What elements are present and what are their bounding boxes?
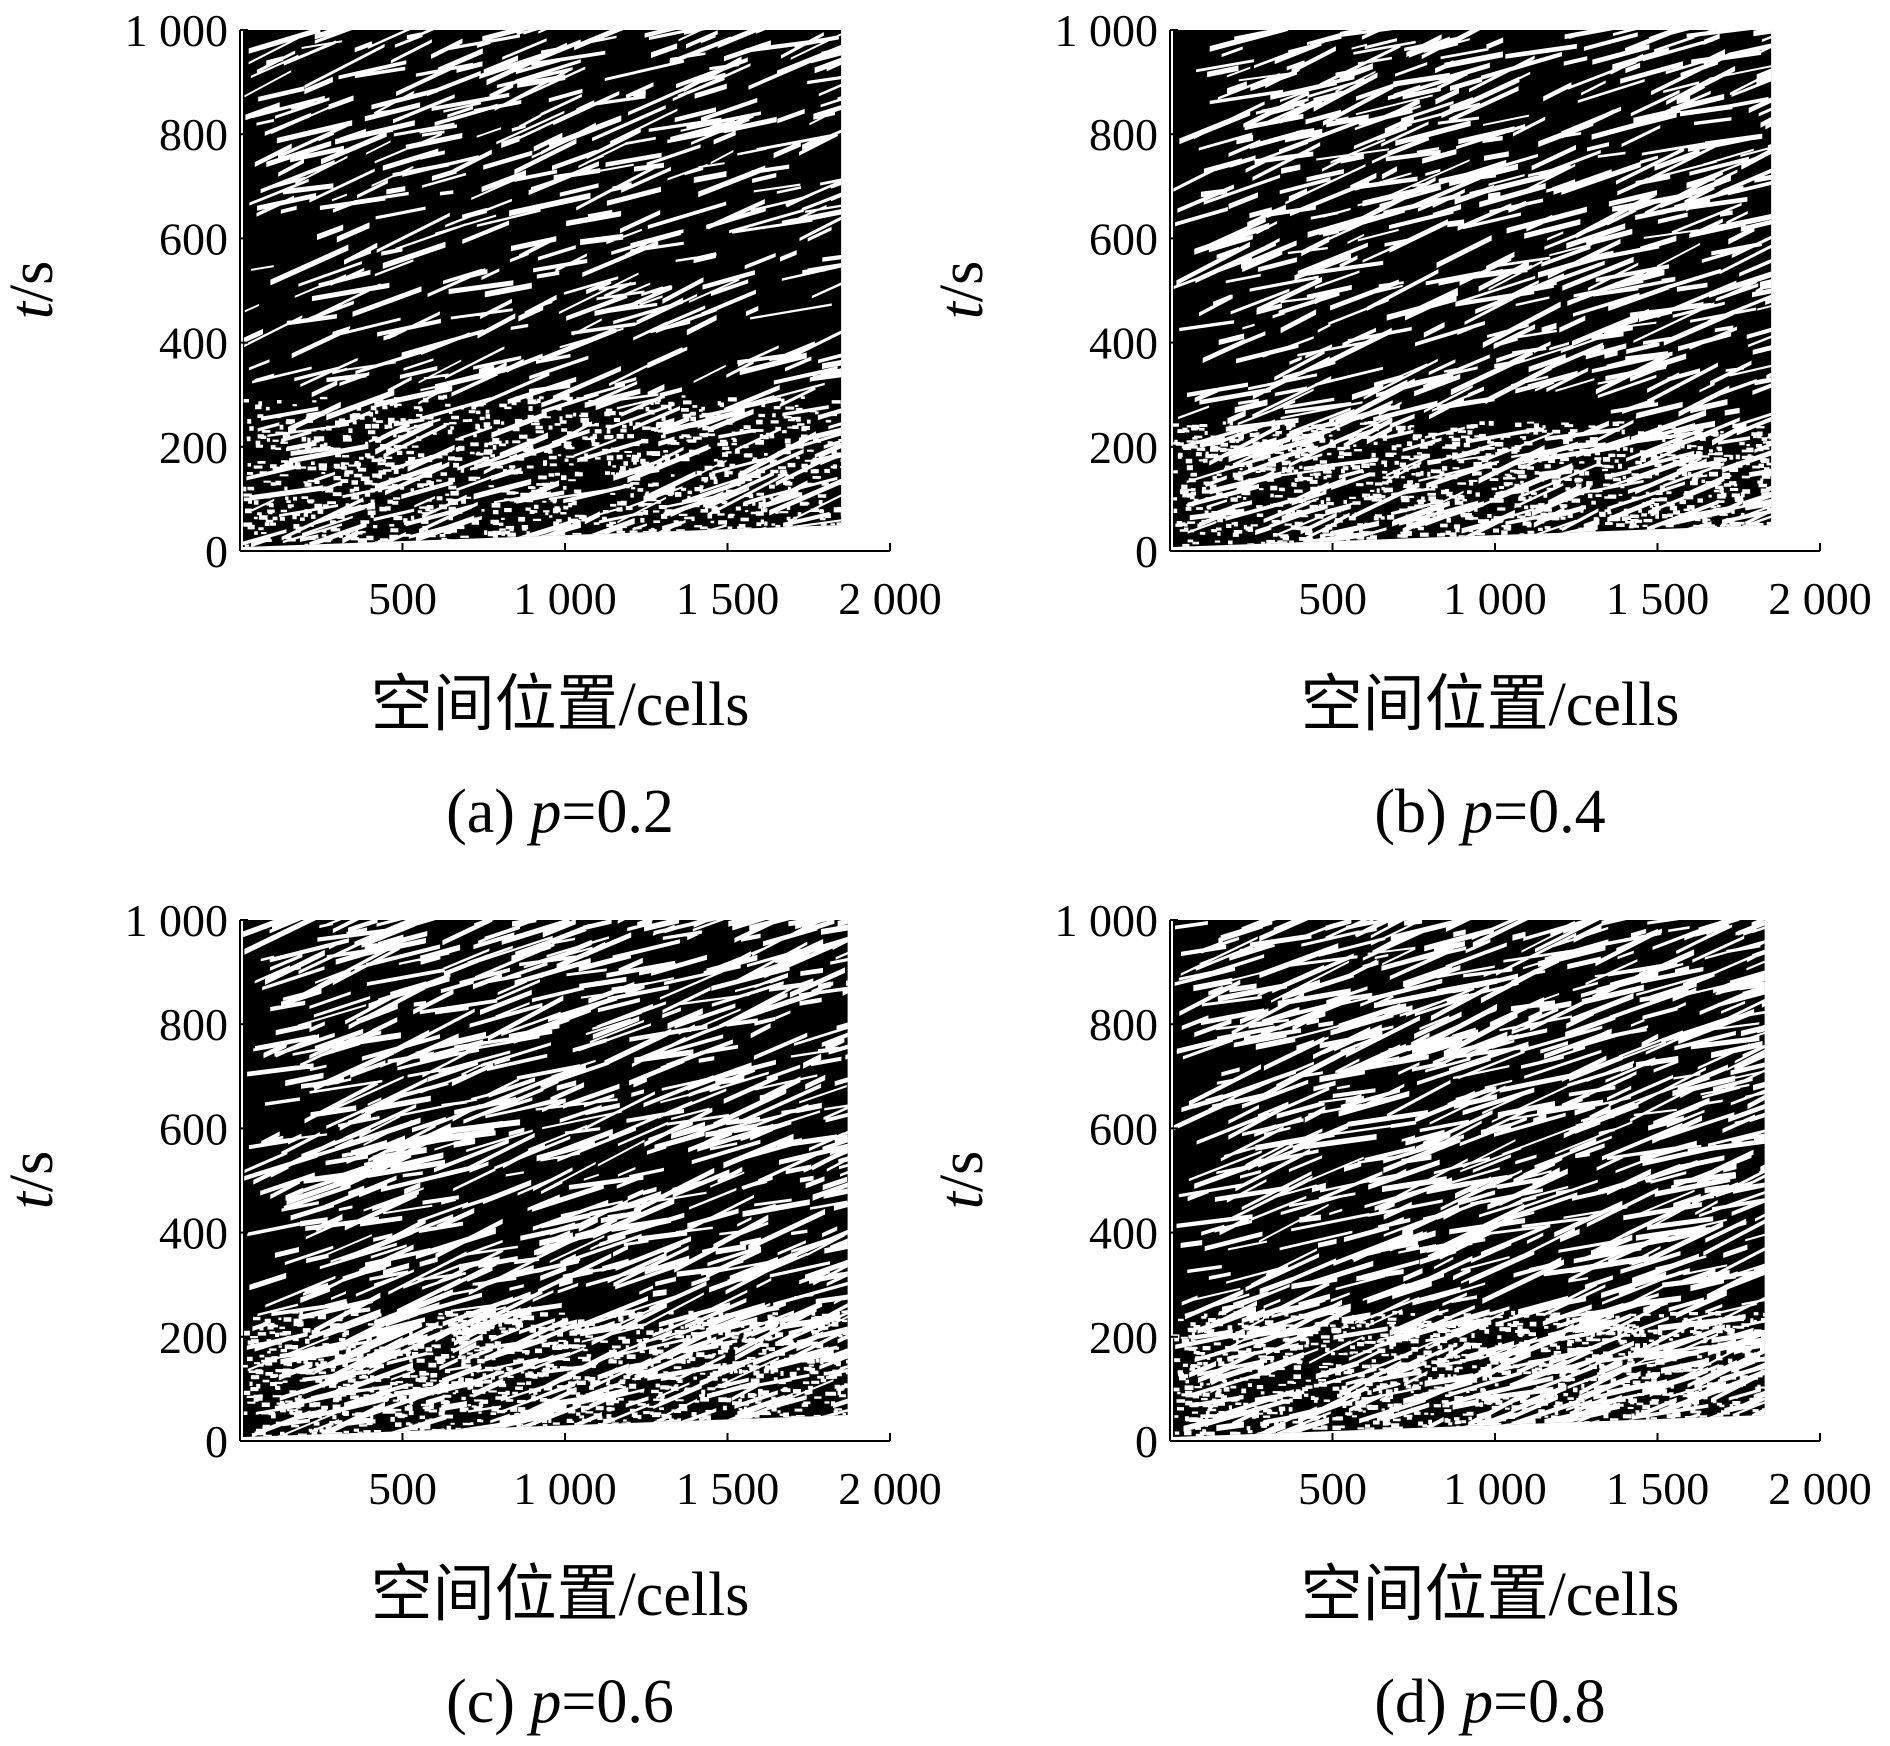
caption-prefix: (a)	[446, 778, 530, 846]
y-tick-label: 800	[1089, 109, 1158, 160]
panel-d: 500 1 000 1 500 2 000 0 200 400 600 800 1 000 空间位置…	[928, 895, 1872, 1736]
y-axis-label-var: t	[928, 300, 996, 319]
x-axis-label: 空间位置/cells	[1301, 671, 1680, 739]
x-tick-label: 1 500	[1606, 573, 1710, 624]
spacetime-pattern	[243, 920, 848, 1437]
x-tick-label: 1 000	[1443, 573, 1547, 624]
y-tick-label: 400	[159, 1208, 228, 1259]
y-tick-label: 600	[159, 1103, 228, 1154]
panel-c: 500 1 000 1 500 2 000 0 200 400 600 800 1 000 空间位置…	[0, 895, 942, 1736]
y-tick-label: 0	[205, 526, 228, 577]
y-tick-label: 1 000	[125, 5, 229, 56]
y-tick-label: 600	[1089, 1103, 1158, 1154]
panel-caption: (c) p=0.6	[446, 1668, 674, 1736]
y-tick-label: 800	[1089, 999, 1158, 1050]
y-tick-label: 0	[1135, 526, 1158, 577]
caption-prefix: (c)	[446, 1668, 530, 1736]
caption-prefix: (b)	[1374, 778, 1462, 846]
panel-caption: (a) p=0.2	[446, 778, 674, 846]
x-tick-label: 2 000	[838, 1463, 942, 1514]
x-tick-label: 1 000	[513, 1463, 617, 1514]
x-tick-label: 500	[1298, 1463, 1367, 1514]
caption-var: p	[1458, 1668, 1493, 1736]
y-tick-label: 400	[1089, 1208, 1158, 1259]
y-tick-label: 200	[1089, 422, 1158, 473]
y-axis-label-unit: /s	[0, 1151, 66, 1192]
y-axis-label-unit: /s	[928, 1151, 996, 1192]
panel-caption: (b) p=0.4	[1374, 778, 1605, 846]
caption-value: =0.6	[561, 1668, 673, 1736]
x-tick-label: 1 000	[513, 573, 617, 624]
empty-cell-streaks	[1173, 30, 1772, 547]
x-tick-label: 2 000	[1768, 573, 1872, 624]
y-tick-label: 0	[205, 1416, 228, 1467]
y-tick-label: 200	[159, 422, 228, 473]
y-axis-label-unit: /s	[928, 261, 996, 302]
y-tick-label: 600	[1089, 213, 1158, 264]
spacetime-pattern	[243, 30, 842, 547]
x-tick-label: 500	[368, 1463, 437, 1514]
x-tick-label: 500	[1298, 573, 1367, 624]
y-tick-label: 1 000	[1055, 5, 1159, 56]
x-axis-label: 空间位置/cells	[1301, 1561, 1680, 1629]
y-axis-label: t/s	[0, 1151, 66, 1210]
y-axis-label-var: t	[0, 1190, 66, 1209]
caption-prefix: (d)	[1374, 1668, 1462, 1736]
caption-value: =0.4	[1493, 778, 1605, 846]
x-tick-label: 1 500	[676, 1463, 780, 1514]
y-tick-label: 600	[159, 213, 228, 264]
x-tick-label: 1 500	[1606, 1463, 1710, 1514]
x-axis-label: 空间位置/cells	[371, 671, 750, 739]
y-tick-label: 200	[1089, 1312, 1158, 1363]
caption-value: =0.8	[1493, 1668, 1605, 1736]
x-tick-label: 500	[368, 573, 437, 624]
caption-var: p	[526, 778, 561, 846]
y-tick-label: 0	[1135, 1416, 1158, 1467]
y-tick-label: 200	[159, 1312, 228, 1363]
empty-cell-streaks	[243, 30, 842, 547]
y-axis-label: t/s	[928, 1151, 996, 1210]
y-axis-label: t/s	[0, 261, 66, 320]
y-tick-label: 400	[1089, 318, 1158, 369]
empty-cell-streaks	[1173, 920, 1765, 1437]
y-axis-label-var: t	[928, 1190, 996, 1209]
x-tick-label: 2 000	[838, 573, 942, 624]
y-axis-label-var: t	[0, 300, 66, 319]
panel-caption: (d) p=0.8	[1374, 1668, 1605, 1736]
spacetime-pattern	[1173, 30, 1772, 547]
x-axis-label: 空间位置/cells	[371, 1561, 750, 1629]
caption-value: =0.2	[561, 778, 673, 846]
empty-cell-streaks	[243, 920, 848, 1437]
y-tick-label: 800	[159, 109, 228, 160]
y-tick-label: 800	[159, 999, 228, 1050]
panel-a: 500 1 000 1 500 2 000 0 200 400 600 800 1 000 空间位置…	[0, 5, 942, 846]
y-tick-label: 1 000	[125, 895, 229, 946]
y-axis-label: t/s	[928, 261, 996, 320]
x-tick-label: 2 000	[1768, 1463, 1872, 1514]
y-tick-label: 1 000	[1055, 895, 1159, 946]
x-tick-label: 1 000	[1443, 1463, 1547, 1514]
caption-var: p	[1458, 778, 1493, 846]
spacetime-pattern	[1173, 920, 1765, 1437]
y-tick-label: 400	[159, 318, 228, 369]
caption-var: p	[526, 1668, 561, 1736]
panel-b: 500 1 000 1 500 2 000 0 200 400 600 800 1 000 空间位置…	[928, 5, 1872, 846]
y-axis-label-unit: /s	[0, 261, 66, 302]
x-tick-label: 1 500	[676, 573, 780, 624]
